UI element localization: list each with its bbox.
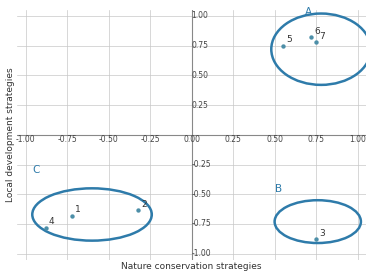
Text: C: C	[32, 165, 40, 175]
Text: 0.75: 0.75	[192, 41, 209, 50]
Text: 0.75: 0.75	[308, 135, 325, 144]
Text: 4: 4	[49, 217, 54, 226]
Point	[69, 214, 75, 218]
Y-axis label: Local development strategies: Local development strategies	[6, 68, 15, 202]
Text: 1: 1	[75, 206, 81, 214]
X-axis label: Nature conservation strategies: Nature conservation strategies	[121, 262, 262, 271]
Text: 6: 6	[314, 27, 320, 36]
Point	[43, 225, 48, 230]
Text: 1.00: 1.00	[349, 135, 366, 144]
Text: B: B	[275, 184, 282, 194]
Text: 0.00: 0.00	[183, 135, 200, 144]
Text: -0.50: -0.50	[192, 190, 211, 199]
Point	[308, 35, 314, 40]
Text: 0.25: 0.25	[225, 135, 242, 144]
Text: 0.25: 0.25	[192, 101, 209, 110]
Point	[135, 207, 141, 212]
Text: 7: 7	[319, 32, 325, 41]
Text: -1.00: -1.00	[16, 135, 35, 144]
Text: -1.00: -1.00	[192, 249, 211, 258]
Text: 3: 3	[319, 229, 325, 238]
Point	[313, 237, 319, 242]
Point	[313, 40, 319, 44]
Text: 1.00: 1.00	[192, 11, 209, 20]
Text: -0.75: -0.75	[57, 135, 77, 144]
Text: A: A	[304, 6, 311, 17]
Point	[280, 43, 286, 48]
Text: -0.25: -0.25	[140, 135, 160, 144]
Text: 0.50: 0.50	[192, 71, 209, 80]
Text: -0.75: -0.75	[192, 219, 211, 229]
Text: 5: 5	[286, 35, 292, 44]
Text: 0.50: 0.50	[266, 135, 283, 144]
Text: -0.25: -0.25	[192, 160, 211, 169]
Text: 2: 2	[142, 199, 147, 209]
Text: -0.50: -0.50	[99, 135, 119, 144]
